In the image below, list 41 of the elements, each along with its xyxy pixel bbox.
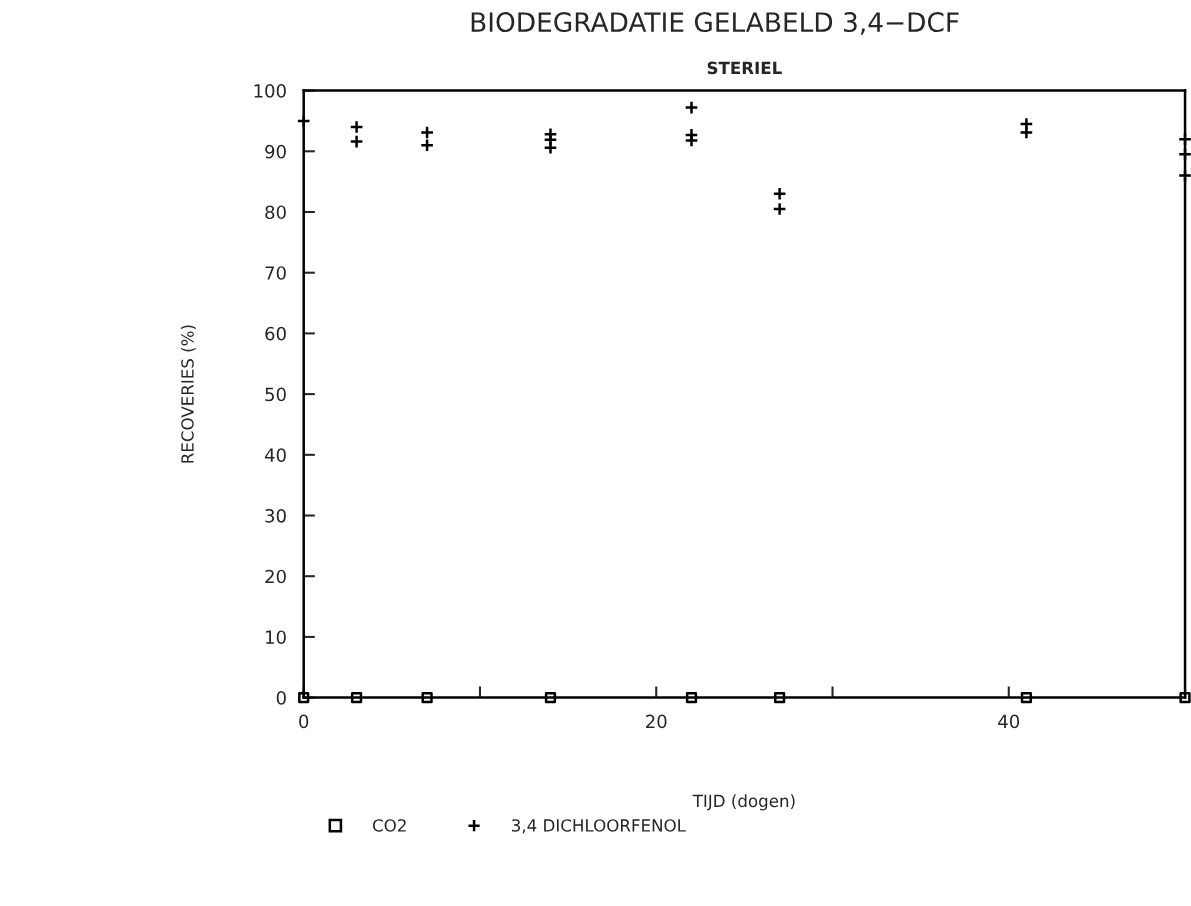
y-tick-label: 10 <box>266 630 286 645</box>
y-tick-label: 30 <box>265 508 286 523</box>
x-tick-label: 0 <box>299 714 309 729</box>
point <box>420 138 435 153</box>
point <box>1177 132 1191 147</box>
point <box>543 140 558 155</box>
point <box>772 201 787 217</box>
point <box>296 113 311 129</box>
chart-title: BIODEGRADATIE GELABELD 3,4−DCF <box>471 12 959 35</box>
y-tick-label: 70 <box>265 266 286 280</box>
chart-subtitle: STERIEL <box>707 61 782 75</box>
legend-label: CO2 <box>372 819 406 832</box>
point <box>773 691 786 704</box>
point <box>349 119 364 135</box>
point <box>684 100 699 115</box>
point <box>420 125 435 140</box>
x-tick-label: 40 <box>998 714 1020 729</box>
y-tick-label: 40 <box>264 448 286 462</box>
point <box>1179 691 1191 704</box>
point <box>421 691 433 704</box>
y-tick-label: 100 <box>254 84 286 98</box>
point <box>1019 125 1034 140</box>
point <box>685 691 698 704</box>
y-tick-label: 90 <box>265 144 286 159</box>
y-tick-label: 60 <box>265 326 286 341</box>
point <box>544 691 557 704</box>
y-tick-label: 20 <box>265 569 286 584</box>
point <box>350 691 363 704</box>
y-axis-title: RECOVERIES (%) <box>180 325 196 463</box>
y-tick-label: 50 <box>265 387 286 402</box>
point <box>298 691 310 704</box>
point <box>772 186 787 201</box>
x-axis-title: TIJD (dogen) <box>692 794 795 811</box>
point <box>1177 168 1191 183</box>
x-tick-label: 20 <box>646 714 667 729</box>
point <box>1020 691 1033 704</box>
point <box>1177 147 1191 162</box>
legend-label: 3,4 DICHLOORFENOL <box>512 819 686 834</box>
y-tick-label: 80 <box>265 205 286 220</box>
y-tick-label: 0 <box>276 691 286 705</box>
point <box>349 134 364 149</box>
